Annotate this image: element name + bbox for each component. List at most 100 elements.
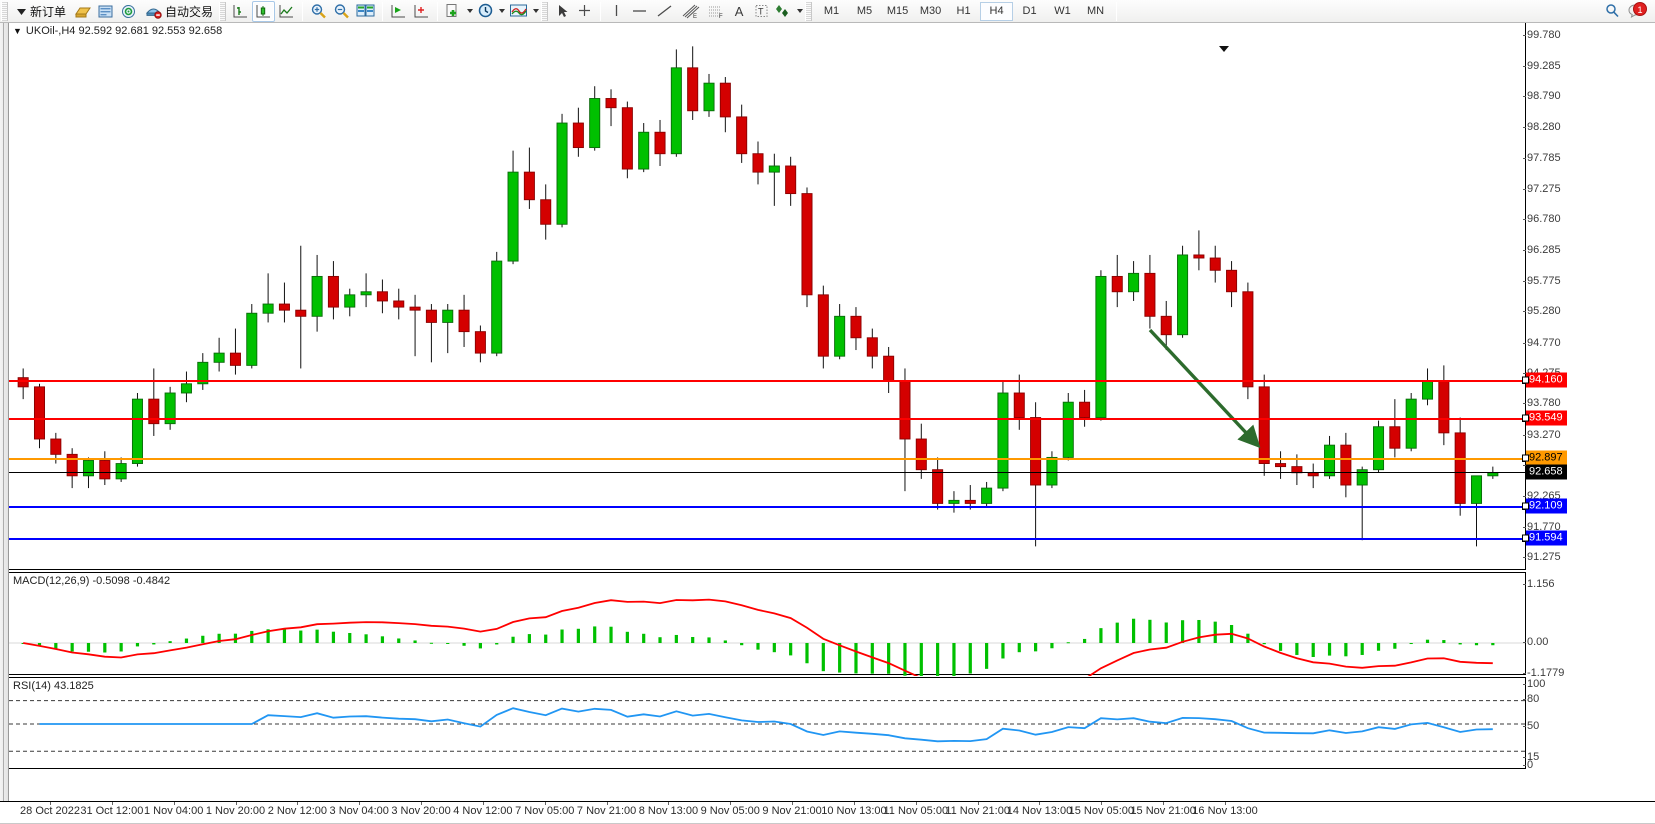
price-tag-handle[interactable] [1522, 376, 1529, 384]
indicators-dropdown-arrow[interactable] [531, 1, 540, 22]
shapes-icon [776, 5, 789, 17]
candlestick-chart-button[interactable] [252, 0, 276, 22]
toolbar-grip-4[interactable] [805, 1, 813, 21]
macd-tick: 1.156 [1523, 578, 1555, 590]
macd-tick: -1.1779 [1522, 667, 1565, 679]
toolbar-grip-3[interactable] [541, 1, 549, 21]
time-axis[interactable]: 28 Oct 2022 31 Oct 12:00 1 Nov 04:00 1 Nov … [0, 801, 1655, 824]
navigator-button[interactable] [117, 1, 140, 22]
notification-badge: 1 [1633, 1, 1647, 16]
horizontal-line-icon [633, 10, 647, 12]
time-tick [421, 802, 423, 805]
auto-scroll-button[interactable] [410, 1, 433, 22]
bar-chart-button[interactable] [229, 1, 252, 22]
trendline-button[interactable] [652, 1, 677, 22]
time-tick [544, 802, 546, 805]
price-tag-support-2[interactable]: 91.594 [1522, 530, 1567, 546]
new-chart-dropdown-arrow[interactable] [465, 1, 474, 22]
search-button[interactable] [1601, 1, 1624, 22]
price-tag-handle[interactable] [1522, 534, 1529, 542]
time-tick [1101, 802, 1103, 805]
timeframe-m1[interactable]: M1 [823, 5, 840, 17]
time-label: 1 Nov 04:00 [144, 805, 204, 817]
time-tick [111, 802, 113, 805]
price-tag-support-1[interactable]: 92.109 [1522, 498, 1567, 514]
market-watch-icon [98, 5, 113, 17]
text-button[interactable]: A [728, 1, 750, 22]
chart-canvas-area[interactable]: ▼ UKOil-,H4 92.592 92.681 92.553 92.658 M… [0, 23, 1655, 824]
crosshair-button[interactable] [573, 1, 596, 22]
gold-bar-button[interactable] [71, 1, 94, 22]
new-chart-button[interactable] [442, 1, 465, 22]
price-tick: 93.270 [1523, 428, 1561, 441]
equidistant-channel-button[interactable]: E [677, 1, 703, 22]
timeframe-mn[interactable]: MN [1086, 5, 1105, 17]
equidistant-channel-icon: E [682, 4, 700, 19]
shapes-dropdown-arrow[interactable] [795, 1, 804, 22]
period-button[interactable] [474, 1, 497, 22]
timeframe-w1[interactable]: W1 [1054, 5, 1071, 17]
period-dropdown-arrow[interactable] [497, 1, 506, 22]
price-pane[interactable]: ▼ UKOil-,H4 92.592 92.681 92.553 92.658 [9, 23, 1525, 570]
macd-label: MACD(12,26,9) -0.5098 -0.4842 [13, 575, 171, 587]
time-tick [853, 802, 855, 805]
chart-top-marker-icon [1219, 46, 1229, 52]
price-tag-handle[interactable] [1522, 454, 1529, 462]
toolbar-grip[interactable] [1, 1, 8, 21]
chart-collapse-icon[interactable]: ▼ [13, 26, 22, 36]
tile-windows-button[interactable] [353, 1, 378, 22]
horizontal-line-button[interactable] [627, 1, 652, 22]
time-tick [359, 802, 361, 805]
price-tick: 96.780 [1523, 213, 1561, 226]
fibonacci-button[interactable]: F [703, 1, 728, 22]
timeframe-h4[interactable]: H4 [980, 1, 1014, 21]
timeframe-m30[interactable]: M30 [919, 5, 942, 17]
cursor-button[interactable] [551, 1, 573, 22]
chart-shift-icon [391, 5, 406, 18]
chart-shift-button[interactable] [387, 1, 410, 22]
price-tag-last-price[interactable]: 92.658 [1526, 464, 1567, 480]
price-tag-handle[interactable] [1522, 502, 1529, 510]
cursor-icon [558, 5, 568, 17]
text-label-button[interactable]: T [750, 1, 772, 22]
tile-windows-icon [356, 4, 375, 17]
auto-trading-button[interactable]: 自动交易 [140, 1, 218, 22]
notification-button[interactable]: 1 [1624, 1, 1649, 22]
time-tick [730, 802, 732, 805]
toolbar-divider-5 [1116, 1, 1118, 21]
text-label-icon: T [755, 5, 768, 17]
indicators-button[interactable] [506, 1, 531, 22]
new-order-button[interactable]: 新订单 [11, 1, 71, 22]
price-tick: 95.775 [1523, 275, 1561, 288]
price-tag-handle[interactable] [1522, 414, 1529, 422]
timeframe-h1[interactable]: H1 [956, 5, 971, 17]
zoom-in-button[interactable] [307, 1, 330, 22]
rsi-pane[interactable]: RSI(14) 43.1825 [9, 677, 1525, 769]
line-chart-button[interactable] [275, 1, 298, 22]
time-label: 16 Nov 13:00 [1192, 805, 1258, 817]
time-tick [1225, 802, 1226, 805]
left-scroll-rail[interactable] [0, 23, 9, 801]
rsi-tick: 100 [1522, 678, 1546, 690]
fibonacci-icon: F [709, 6, 723, 19]
time-tick [235, 802, 237, 805]
price-tag-pivot-line[interactable]: 92.897 [1522, 450, 1567, 466]
zoom-out-button[interactable] [330, 1, 353, 22]
timeframe-d1[interactable]: D1 [1022, 5, 1037, 17]
market-watch-button[interactable] [94, 1, 117, 22]
vertical-line-button[interactable] [605, 1, 627, 22]
time-tick [297, 802, 299, 805]
toolbar-grip-2[interactable] [219, 1, 227, 21]
time-tick [792, 802, 794, 805]
svg-text:E: E [693, 14, 697, 19]
time-tick [1163, 802, 1165, 805]
macd-pane[interactable]: MACD(12,26,9) -0.5098 -0.4842 [9, 572, 1525, 676]
price-tag-resistance-2[interactable]: 93.549 [1522, 410, 1567, 426]
timeframe-m15[interactable]: M15 [886, 5, 909, 17]
chart-symbol-text: UKOil-,H4 92.592 92.681 92.553 92.658 [25, 25, 223, 37]
price-tag-resistance-1[interactable]: 94.160 [1522, 372, 1567, 388]
time-tick [915, 802, 917, 805]
timeframe-m5[interactable]: M5 [856, 5, 873, 17]
shapes-button[interactable] [772, 1, 795, 22]
period-icon [478, 3, 493, 18]
